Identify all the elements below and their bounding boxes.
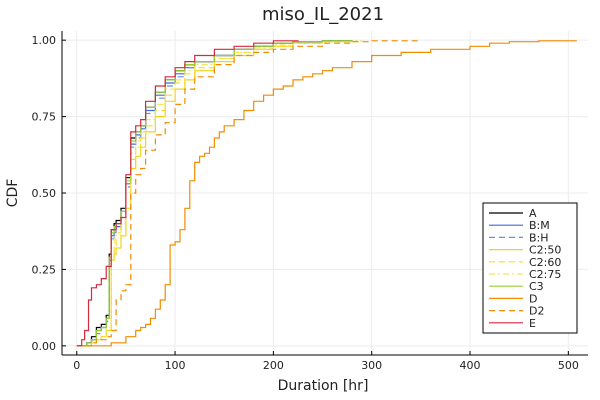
- series-layer: [76, 40, 577, 347]
- series-line-d: [76, 40, 577, 347]
- y-axis-label: CDF: [5, 179, 21, 208]
- x-tick-label: 300: [361, 359, 382, 372]
- legend-label: D: [529, 292, 537, 305]
- x-tick-label: 100: [165, 359, 186, 372]
- y-tick-label: 1.00: [32, 34, 57, 47]
- legend-label: B:H: [529, 231, 549, 244]
- series-line-c2-75: [76, 40, 363, 347]
- x-tick-label: 500: [558, 359, 579, 372]
- legend-label: D2: [529, 305, 544, 318]
- grid: [62, 31, 588, 355]
- legend-label: B:M: [529, 219, 550, 232]
- legend-label: C2:50: [529, 244, 561, 257]
- series-line-e: [76, 40, 299, 347]
- chart-title: miso_IL_2021: [262, 4, 384, 25]
- x-tick-label: 400: [460, 359, 481, 372]
- legend-label: C2:75: [529, 268, 561, 281]
- y-tick-label: 0.00: [32, 340, 57, 353]
- series-line-c3: [76, 40, 353, 347]
- x-tick-label: 0: [73, 359, 80, 372]
- series-line-d2: [76, 40, 422, 347]
- y-tick-label: 0.75: [32, 111, 57, 124]
- legend-label: C3: [529, 280, 544, 293]
- y-tick-label: 0.50: [32, 187, 57, 200]
- legend-label: C2:60: [529, 256, 561, 269]
- y-tick-label: 0.25: [32, 263, 57, 276]
- axes: 0 100 200 300 400 500 0.00 0.25 0.50 0.75 1.00: [32, 31, 588, 372]
- x-tick-label: 200: [263, 359, 284, 372]
- legend-label: E: [529, 317, 536, 330]
- x-axis-label: Duration [hr]: [278, 378, 369, 394]
- legend-label: A: [529, 207, 537, 220]
